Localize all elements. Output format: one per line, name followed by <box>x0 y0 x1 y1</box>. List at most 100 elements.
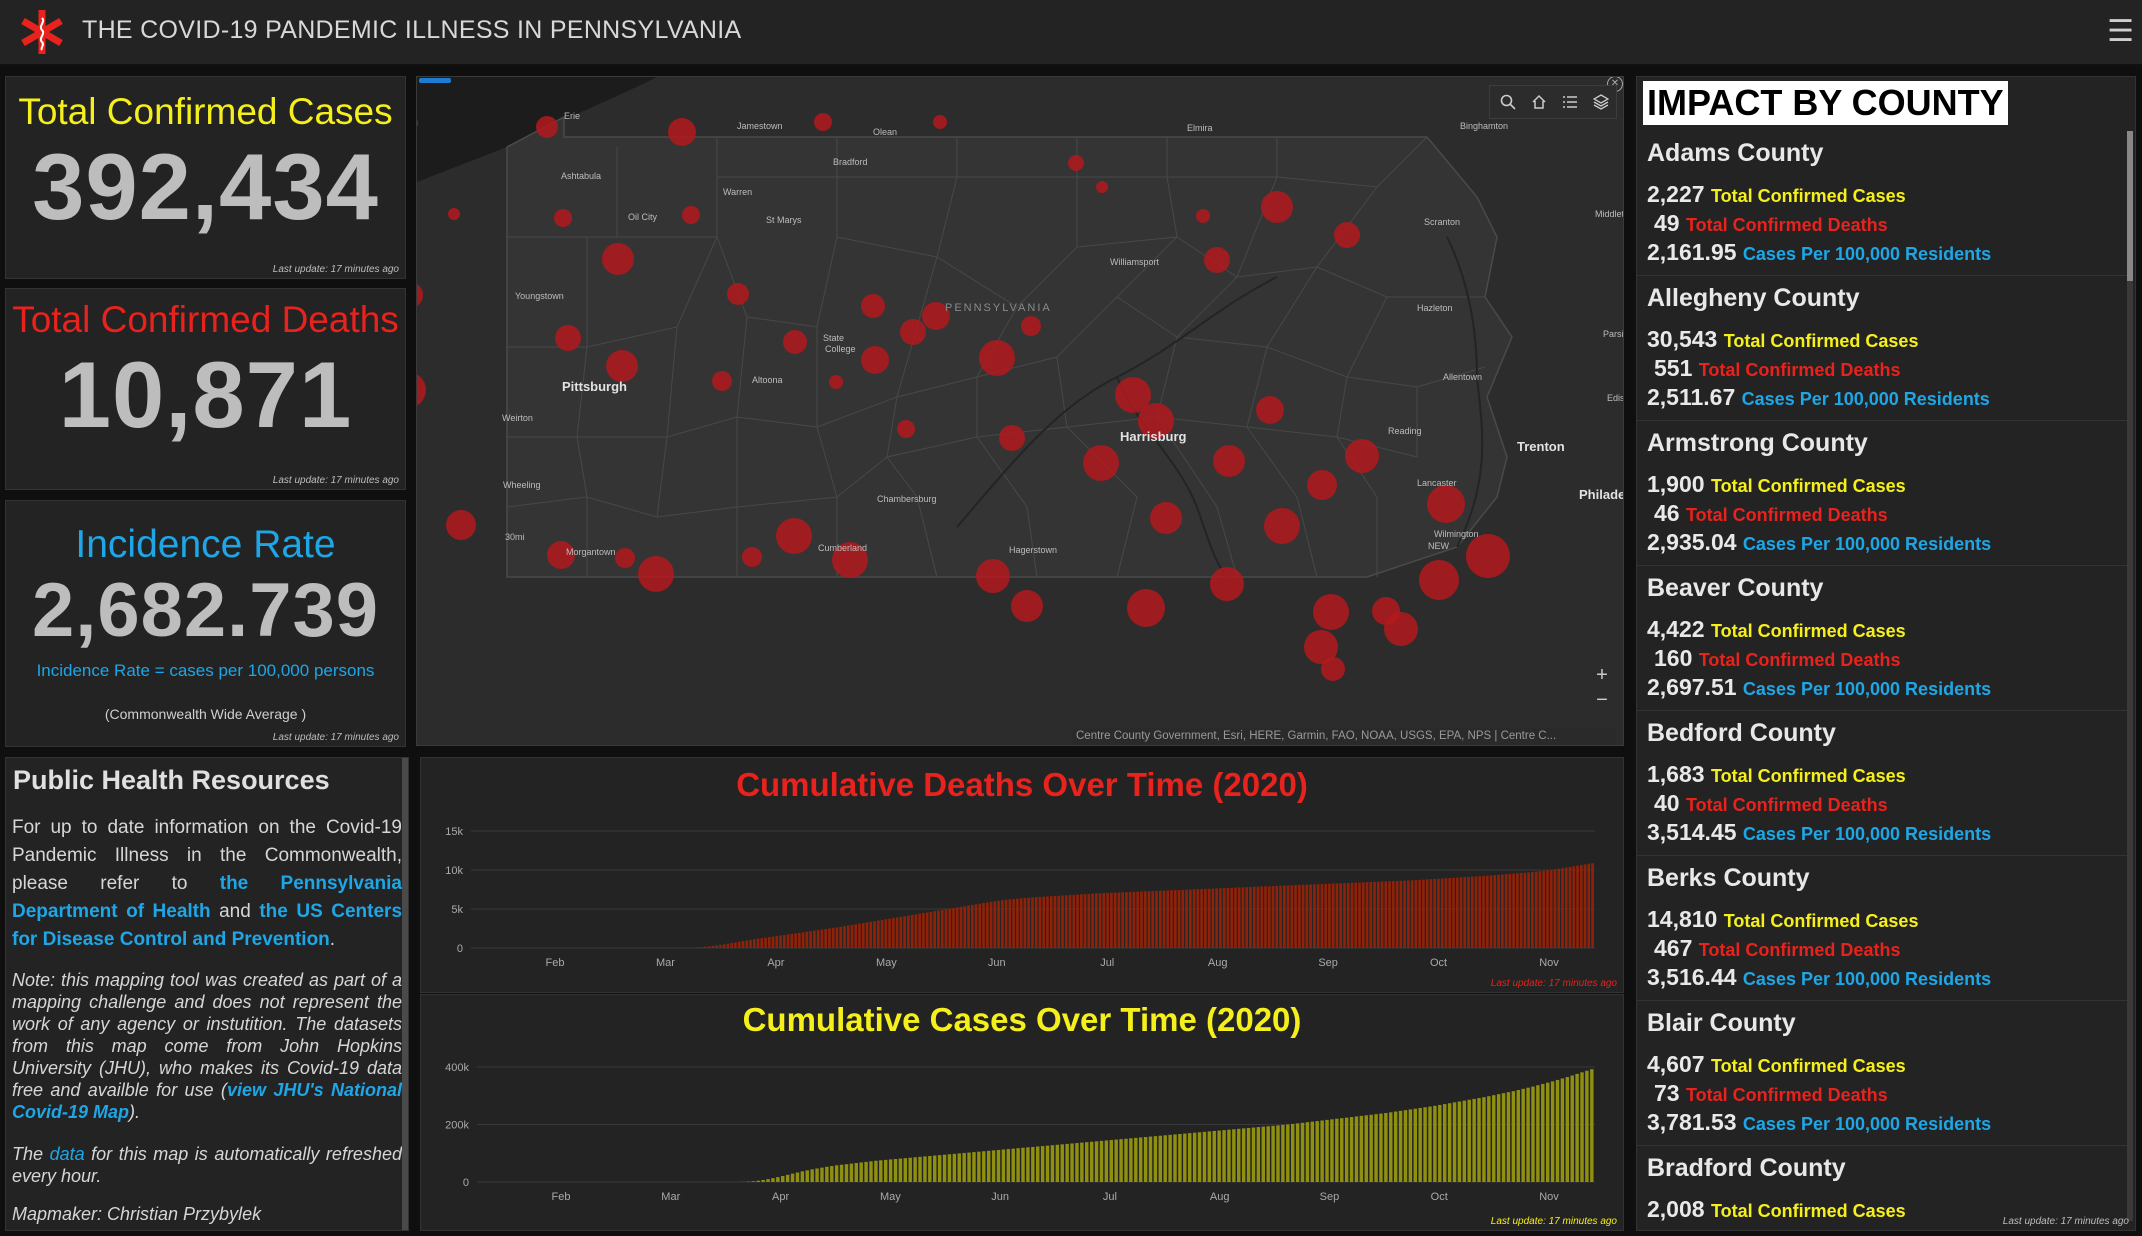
city-label: Philadelphia <box>1579 487 1624 502</box>
chart-bar <box>963 906 967 948</box>
chart-bar <box>986 1150 991 1182</box>
chart-bar <box>722 944 726 948</box>
chart-bar <box>1192 1132 1197 1182</box>
county-deaths-label: Total Confirmed Deaths <box>1685 505 1888 525</box>
chart-bar <box>1580 1072 1584 1182</box>
chart-bar <box>1001 1149 1006 1182</box>
chart-bar <box>1049 896 1053 948</box>
chart-bar <box>952 1153 957 1182</box>
chart-bar <box>1281 1124 1285 1182</box>
county-item[interactable]: Beaver County 4,422 Total Confirmed Cases… <box>1637 566 2127 711</box>
chart-bar <box>874 1160 878 1182</box>
chart-bar <box>883 1159 888 1182</box>
chart-bar <box>1234 887 1237 948</box>
county-case-circle <box>979 340 1015 376</box>
map-view[interactable]: Erie Jamestown Olean Elmira Binghamton Ashtab… <box>416 76 1624 746</box>
chart-bar <box>1467 1099 1471 1182</box>
county-case-circle <box>555 325 581 351</box>
chart-bar <box>835 927 839 948</box>
chart-bar <box>1482 875 1485 948</box>
chart-bar <box>1467 876 1470 948</box>
city-label: Morgantown <box>566 547 616 557</box>
chart-bar <box>859 1162 863 1182</box>
chart-bar <box>1065 1143 1069 1182</box>
chart-bar <box>942 1154 947 1182</box>
chart-bar <box>783 934 786 948</box>
medical-star-icon <box>21 10 63 54</box>
chart-bar <box>1027 897 1030 948</box>
chart-bar <box>1138 1137 1143 1182</box>
county-item[interactable]: Allegheny County 30,543 Total Confirmed C… <box>1637 276 2127 421</box>
county-item[interactable]: Armstrong County 1,900 Total Confirmed Ca… <box>1637 421 2127 566</box>
x-tick-label: Feb <box>552 1191 571 1203</box>
chart-bar <box>1553 869 1557 948</box>
chart-bar <box>761 1179 765 1182</box>
chart-bar <box>1188 1133 1192 1182</box>
pa-department-of-health-link[interactable]: the Pennsylvania Department of Health <box>12 873 402 922</box>
county-item[interactable]: Berks County 14,810 Total Confirmed Cases… <box>1637 856 2127 1001</box>
county-case-circle <box>615 548 635 568</box>
chart-bar <box>1008 899 1012 948</box>
county-case-circle <box>1213 445 1245 477</box>
x-tick-label: Jun <box>988 957 1006 969</box>
county-rate: 2,161.95 Cases Per 100,000 Residents <box>1647 239 1991 266</box>
x-tick-label: Jul <box>1103 1191 1117 1203</box>
layers-icon[interactable] <box>1593 94 1609 110</box>
x-tick-label: Oct <box>1431 1191 1448 1203</box>
city-label: Chambersburg <box>877 494 937 504</box>
county-item[interactable]: Blair County 4,607 Total Confirmed Cases 7… <box>1637 1001 2127 1146</box>
zoom-out-button[interactable]: − <box>1596 689 1608 711</box>
chart-bar <box>1519 872 1523 948</box>
chart-bar <box>805 931 809 948</box>
zoom-in-button[interactable]: + <box>1596 664 1608 686</box>
chart-bar <box>779 935 782 948</box>
map-resize-handle[interactable] <box>419 78 451 83</box>
county-case-circles <box>417 113 1510 681</box>
chart-bar <box>1591 863 1594 948</box>
chart-bar <box>1422 879 1425 948</box>
chart-bar <box>1282 885 1286 948</box>
data-link[interactable]: data <box>49 1144 85 1164</box>
chart-bar <box>1038 896 1042 948</box>
chart-bar <box>1546 870 1549 948</box>
cases-chart-panel: Cumulative Cases Over Time (2020) 0 200k 4… <box>420 994 1624 1231</box>
x-tick-label: Aug <box>1208 957 1228 969</box>
county-item[interactable]: Bradford County 2,008 Total Confirmed Cas… <box>1637 1146 2127 1230</box>
cdc-link[interactable]: the US Centers for Disease Control and P… <box>12 901 403 950</box>
list-icon[interactable] <box>1562 94 1578 110</box>
county-cases: 14,810 Total Confirmed Cases <box>1647 906 1918 933</box>
chart-bar <box>970 904 974 948</box>
chart-bar <box>1457 1101 1462 1182</box>
county-case-circle <box>1138 403 1174 439</box>
chart-bar <box>1425 879 1429 948</box>
chart-bar <box>869 1161 873 1182</box>
county-deaths-label: Total Confirmed Deaths <box>1685 1085 1888 1105</box>
county-case-circle <box>1096 181 1108 193</box>
county-item[interactable]: Bedford County 1,683 Total Confirmed Case… <box>1637 711 2127 856</box>
chart-bar <box>1099 1140 1104 1182</box>
resources-scrollbar[interactable] <box>402 758 408 1230</box>
county-scrollbar[interactable] <box>2127 131 2133 1221</box>
x-tick-label: Jul <box>1100 957 1114 969</box>
jhu-map-link[interactable]: view JHU's National Covid-19 Map <box>12 1080 402 1122</box>
chart-bar <box>903 916 906 948</box>
county-cases: 1,900 Total Confirmed Cases <box>1647 471 1906 498</box>
county-case-circle <box>1196 209 1210 223</box>
chart-bar <box>839 1164 844 1182</box>
chart-bar <box>1045 1145 1050 1182</box>
chart-bar <box>696 947 700 948</box>
city-label: Parsippany <box>1603 329 1624 339</box>
search-icon[interactable] <box>1500 94 1516 110</box>
home-icon[interactable] <box>1531 94 1547 110</box>
chart-bar <box>1527 872 1530 948</box>
chart-bar <box>1019 898 1023 948</box>
chart-bar <box>864 1161 868 1182</box>
city-label: Middletown <box>1595 209 1624 219</box>
county-item[interactable]: Adams County 2,227 Total Confirmed Cases 4… <box>1637 131 2127 276</box>
hamburger-menu-icon[interactable]: ☰ <box>2107 15 2134 48</box>
county-list[interactable]: Adams County 2,227 Total Confirmed Cases 4… <box>1637 131 2127 1230</box>
chart-bar <box>700 946 703 948</box>
chart-bar <box>1117 892 1121 948</box>
total-cases-indicator: Total Confirmed Cases 392,434 Last updat… <box>5 76 406 279</box>
chart-bar <box>1110 892 1113 948</box>
